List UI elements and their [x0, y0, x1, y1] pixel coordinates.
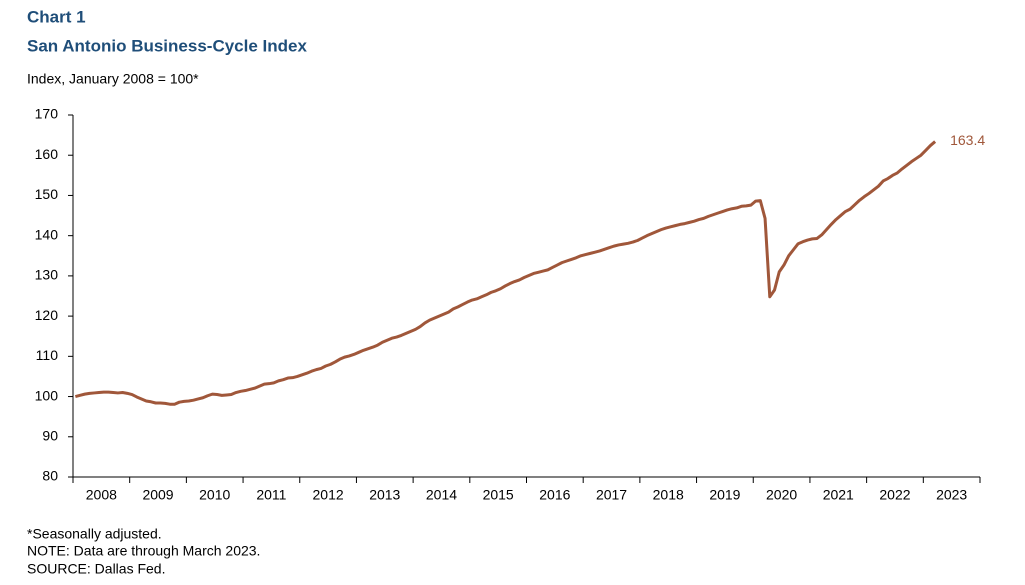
y-tick-label: 150	[35, 186, 59, 202]
y-tick-label: 110	[36, 347, 59, 363]
x-tick-label: 2018	[653, 487, 684, 503]
y-tick-label: 100	[35, 387, 59, 403]
x-tick-label: 2016	[539, 487, 570, 503]
y-tick-label: 160	[35, 146, 59, 162]
x-tick-label: 2020	[766, 487, 797, 503]
note: SOURCE: Dallas Fed.	[27, 561, 165, 577]
x-tick-label: 2008	[86, 487, 117, 503]
x-tick-label: 2017	[596, 487, 627, 503]
x-tick-label: 2011	[256, 487, 286, 503]
x-tick-label: 2019	[709, 487, 740, 503]
chart-kicker: Chart 1	[27, 7, 86, 26]
x-tick-label: 2023	[936, 487, 967, 503]
y-tick-label: 130	[35, 267, 59, 283]
end-value-label: 163.4	[950, 132, 985, 148]
y-tick-label: 90	[42, 427, 58, 443]
x-tick-label: 2015	[483, 487, 514, 503]
x-tick-label: 2022	[879, 487, 910, 503]
y-tick-label: 120	[35, 307, 59, 323]
x-tick-label: 2012	[313, 487, 344, 503]
y-tick-label: 80	[42, 468, 58, 484]
x-tick-label: 2014	[426, 487, 457, 503]
chart-title: San Antonio Business-Cycle Index	[27, 36, 307, 55]
note: *Seasonally adjusted.	[27, 526, 162, 542]
note: NOTE: Data are through March 2023.	[27, 543, 260, 559]
y-axis-label: Index, January 2008 = 100*	[27, 71, 199, 87]
x-tick-label: 2021	[823, 487, 854, 503]
data-line	[74, 140, 937, 406]
x-tick-label: 2009	[142, 487, 173, 503]
y-tick-label: 140	[35, 226, 59, 242]
x-tick-label: 2010	[199, 487, 230, 503]
x-tick-label: 2013	[369, 487, 400, 503]
y-tick-label: 170	[35, 106, 59, 122]
